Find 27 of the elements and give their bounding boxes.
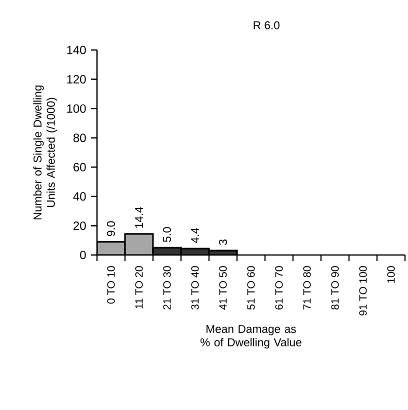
y-tick-label: 0 — [80, 250, 86, 260]
x-tick-label: 71 TO 80 — [303, 266, 311, 310]
x-tick-label: 11 TO 20 — [135, 266, 143, 308]
y-tick-label: 60 — [74, 162, 86, 172]
data-label: 14.4 — [135, 206, 143, 228]
chart-title: R 6.0 — [254, 21, 280, 30]
x-tick-label: 61 TO 70 — [275, 266, 283, 310]
y-tick-label: 40 — [73, 192, 86, 201]
x-axis-title: Mean Damage as % of Dwelling Value — [200, 325, 302, 349]
y-tick-label: 100 — [67, 104, 86, 113]
x-tick-label: 41 TO 50 — [219, 266, 227, 310]
y-tick-label: 120 — [67, 75, 86, 84]
data-label: 9.0 — [106, 221, 116, 236]
y-tick-label: 140 — [67, 46, 86, 54]
x-tick-label: 100 — [387, 266, 395, 283]
data-label: 5.0 — [162, 227, 172, 242]
y-tick-label: 20 — [74, 221, 86, 230]
x-tick-label: 21 TO 30 — [163, 266, 171, 310]
data-label: 3 — [218, 240, 228, 245]
data-label: 4.4 — [191, 228, 199, 244]
x-tick-label: 0 TO 10 — [107, 266, 115, 304]
x-tick-label: 51 TO 60 — [247, 266, 255, 310]
y-tick-label: 80 — [73, 134, 86, 142]
x-tick-label: 81 TO 90 — [331, 266, 339, 310]
x-tick-label: 91 TO 100 — [359, 266, 367, 316]
x-tick-label: 31 TO 40 — [191, 266, 199, 310]
y-axis-title: Number of Single Dwelling Units Affected (/1000) — [33, 86, 58, 220]
